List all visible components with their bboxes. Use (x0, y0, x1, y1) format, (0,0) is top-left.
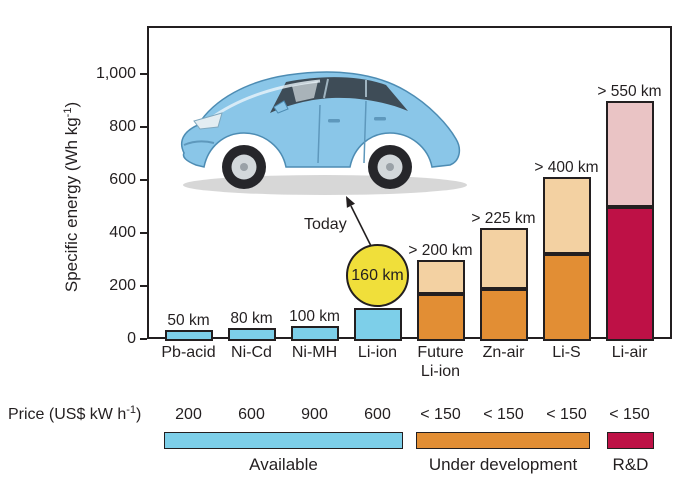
y-tick-mark (140, 285, 147, 287)
range-label-li-air: > 550 km (597, 82, 662, 100)
today-label: Today (304, 216, 347, 233)
legend-label-under-development: Under development (428, 455, 578, 474)
y-tick-mark (140, 126, 147, 128)
bar-ni-cd-segment-0 (227, 327, 276, 341)
bar-future-li-ion-segment-0 (416, 293, 465, 341)
range-label-ni-mh: 100 km (289, 307, 340, 325)
car-door-handle (328, 119, 340, 123)
bar-li-s-segment-1 (542, 177, 591, 255)
electric-car-image (180, 71, 467, 195)
range-label-zn-air: > 225 km (471, 209, 536, 227)
price-value-zn-air: < 150 (483, 406, 524, 423)
bar-li-s-segment-0 (542, 254, 591, 341)
category-label-li-s: Li-S (552, 344, 581, 361)
category-label-future-li-ion: Future Li-ion (417, 344, 464, 380)
y-tick-label: 400 (109, 224, 136, 241)
category-label-li-ion: Li-ion (357, 344, 398, 361)
y-axis-title: Specific energy (Wh kg-1) (62, 47, 84, 347)
price-value-li-air: < 150 (609, 406, 650, 423)
category-label-ni-cd: Ni-Cd (231, 344, 272, 361)
car-door-handle-rear (374, 117, 386, 121)
range-label-future-li-ion: > 200 km (408, 241, 473, 259)
y-tick-mark (140, 232, 147, 234)
bar-future-li-ion-segment-1 (416, 259, 465, 294)
y-tick-label: 600 (109, 171, 136, 188)
car-grille (183, 140, 215, 146)
price-value-li-s: < 150 (546, 406, 587, 423)
today-range-value: 160 km (351, 266, 404, 284)
bar-zn-air-segment-0 (479, 288, 528, 341)
car-front-hub (240, 163, 248, 171)
car-headlight (193, 112, 223, 130)
price-value-future-li-ion: < 150 (420, 406, 461, 423)
bar-li-ion-segment-0 (353, 307, 402, 341)
legend-swatch-under-development (416, 432, 590, 449)
car-hood-highlight (209, 79, 321, 121)
range-label-ni-cd: 80 km (230, 309, 273, 327)
car-interior (292, 81, 318, 102)
price-value-li-ion: 600 (364, 406, 391, 423)
bar-pb-acid-segment-0 (164, 329, 213, 341)
category-label-li-air: Li-air (611, 344, 648, 361)
y-axis-title-superscript: -1 (62, 107, 74, 118)
car-rear-hub (386, 163, 394, 171)
car-door-line (317, 104, 321, 164)
car-mirror (273, 100, 289, 114)
y-tick-label: 800 (109, 118, 136, 135)
car-window-pillar (323, 78, 329, 99)
price-label-superscript: -1 (126, 404, 137, 416)
price-label-close: ) (136, 406, 142, 423)
y-tick-mark (140, 179, 147, 181)
price-value-pb-acid: 200 (175, 406, 202, 423)
y-tick-label: 200 (109, 277, 136, 294)
range-label-pb-acid: 50 km (167, 311, 210, 329)
price-label-text: Price (US$ kW h (8, 406, 127, 423)
bar-li-air-segment-1 (605, 100, 654, 207)
category-label-ni-mh: Ni-MH (291, 344, 338, 361)
y-tick-mark (140, 338, 147, 340)
legend-label-available: Available (249, 455, 318, 474)
y-axis-title-close: ) (62, 101, 81, 108)
y-tick-label: 1,000 (95, 65, 136, 82)
category-label-pb-acid: Pb-acid (161, 344, 216, 361)
bar-li-air-segment-0 (605, 206, 654, 341)
legend-swatch-available (164, 432, 403, 449)
bar-zn-air-segment-1 (479, 227, 528, 289)
y-axis-title-text: Specific energy (Wh kg (62, 117, 81, 293)
category-label-zn-air: Zn-air (482, 344, 525, 361)
price-row-label: Price (US$ kW h-1) (8, 404, 142, 425)
price-value-ni-cd: 600 (238, 406, 265, 423)
legend-swatch-r-d (607, 432, 654, 449)
today-range-circle: 160 km (346, 244, 409, 307)
legend-label-r-d: R&D (612, 455, 649, 474)
y-tick-mark (140, 73, 147, 75)
bar-ni-mh-segment-0 (290, 325, 339, 341)
price-value-ni-mh: 900 (301, 406, 328, 423)
y-tick-label: 0 (127, 330, 136, 347)
car-door-line-rear (363, 100, 367, 164)
range-label-li-s: > 400 km (534, 159, 599, 177)
